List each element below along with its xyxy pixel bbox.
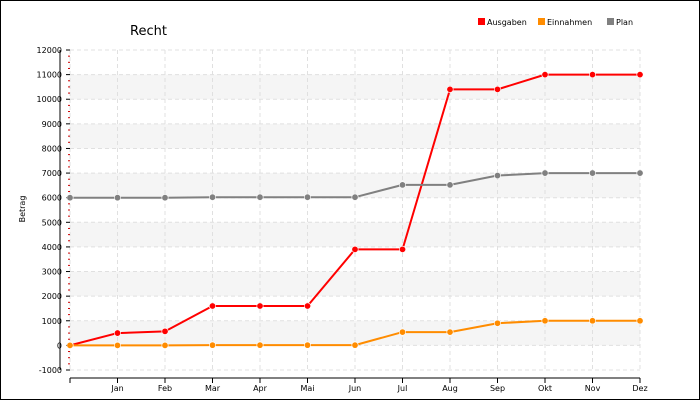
x-tick-label: Mar bbox=[205, 384, 221, 393]
data-point-einnahmen bbox=[256, 341, 264, 349]
x-tick-label: Mai bbox=[300, 384, 314, 393]
y-tick-labels: -1000 0 1000 2000 3000 4000 5000 6000 7000 8000 90… bbox=[37, 46, 62, 375]
y-tick-label: 4000 bbox=[42, 243, 62, 252]
legend-label: Einnahmen bbox=[547, 18, 592, 27]
x-tick-label: Jan bbox=[110, 384, 123, 393]
x-tick-label: Feb bbox=[158, 384, 172, 393]
data-point-einnahmen bbox=[636, 317, 644, 325]
data-point-plan bbox=[114, 194, 122, 202]
legend: Ausgaben Einnahmen Plan bbox=[478, 18, 633, 27]
chart-title: Recht bbox=[130, 24, 167, 39]
data-point-einnahmen bbox=[398, 328, 406, 336]
data-point-ausgaben bbox=[351, 245, 359, 253]
data-point-ausgaben bbox=[493, 85, 501, 93]
y-tick-label: 1000 bbox=[42, 317, 62, 326]
y-tick-label: 7000 bbox=[42, 169, 62, 178]
data-point-einnahmen bbox=[351, 341, 359, 349]
y-tick-label: 2000 bbox=[42, 292, 62, 301]
data-point-plan bbox=[636, 169, 644, 177]
x-tick-label: Dez bbox=[632, 384, 647, 393]
data-point-plan bbox=[66, 194, 74, 202]
y-tick-label: 3000 bbox=[42, 268, 62, 277]
data-point-einnahmen bbox=[209, 341, 217, 349]
data-point-plan bbox=[398, 181, 406, 189]
legend-label: Ausgaben bbox=[487, 18, 527, 27]
data-point-einnahmen bbox=[66, 341, 74, 349]
data-point-ausgaben bbox=[256, 302, 264, 310]
data-point-plan bbox=[493, 172, 501, 180]
data-point-ausgaben bbox=[303, 302, 311, 310]
data-point-ausgaben bbox=[114, 329, 122, 337]
legend-swatch bbox=[478, 18, 485, 25]
data-point-einnahmen bbox=[114, 341, 122, 349]
data-point-plan bbox=[209, 193, 217, 201]
y-axis-label: Betrag bbox=[18, 196, 27, 223]
data-point-plan bbox=[541, 169, 549, 177]
y-tick-label: 5000 bbox=[42, 218, 62, 227]
y-tick-label: 6000 bbox=[42, 194, 62, 203]
y-tick-label: -1000 bbox=[39, 366, 62, 375]
data-point-einnahmen bbox=[446, 328, 454, 336]
data-point-ausgaben bbox=[161, 327, 169, 335]
y-tick-label: 11000 bbox=[37, 71, 62, 80]
x-tick-label: Jun bbox=[348, 384, 362, 393]
x-tick-label: Sep bbox=[490, 384, 505, 393]
y-tick-label: 9000 bbox=[42, 120, 62, 129]
data-point-plan bbox=[303, 193, 311, 201]
x-tick-label: Okt bbox=[538, 384, 552, 393]
legend-swatch bbox=[538, 18, 545, 25]
y-tick-label: 10000 bbox=[37, 95, 62, 104]
data-point-plan bbox=[446, 181, 454, 189]
data-point-plan bbox=[588, 169, 596, 177]
x-tick-label: Jul bbox=[397, 384, 408, 393]
data-point-plan bbox=[351, 193, 359, 201]
data-point-einnahmen bbox=[541, 317, 549, 325]
x-tick-labels: Jan Feb Mar Apr Mai Jun Jul Aug Sep Okt Nov Dez bbox=[110, 384, 647, 393]
data-point-einnahmen bbox=[303, 341, 311, 349]
data-point-einnahmen bbox=[493, 319, 501, 327]
data-point-ausgaben bbox=[398, 245, 406, 253]
y-tick-label: 8000 bbox=[42, 144, 62, 153]
x-tick-label: Nov bbox=[585, 384, 601, 393]
data-point-einnahmen bbox=[161, 341, 169, 349]
y-tick-label: 0 bbox=[57, 341, 62, 350]
legend-swatch bbox=[607, 18, 614, 25]
data-point-ausgaben bbox=[209, 302, 217, 310]
data-point-plan bbox=[161, 194, 169, 202]
data-point-ausgaben bbox=[636, 71, 644, 79]
y-tick-label: 12000 bbox=[37, 46, 62, 55]
data-point-ausgaben bbox=[446, 85, 454, 93]
data-point-einnahmen bbox=[588, 317, 596, 325]
x-tick-label: Aug bbox=[442, 384, 458, 393]
data-point-ausgaben bbox=[541, 71, 549, 79]
series-points bbox=[66, 71, 644, 349]
data-point-plan bbox=[256, 193, 264, 201]
data-point-ausgaben bbox=[588, 71, 596, 79]
x-tick-label: Apr bbox=[253, 384, 268, 393]
legend-label: Plan bbox=[616, 18, 633, 27]
